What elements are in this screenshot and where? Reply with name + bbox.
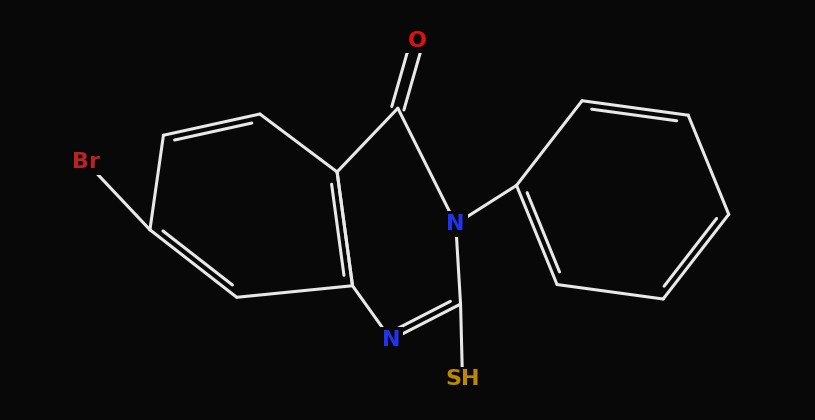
Text: O: O: [408, 31, 426, 51]
Text: N: N: [382, 330, 400, 350]
Text: N: N: [447, 214, 465, 234]
Text: Br: Br: [73, 152, 100, 172]
Text: SH: SH: [445, 369, 480, 389]
